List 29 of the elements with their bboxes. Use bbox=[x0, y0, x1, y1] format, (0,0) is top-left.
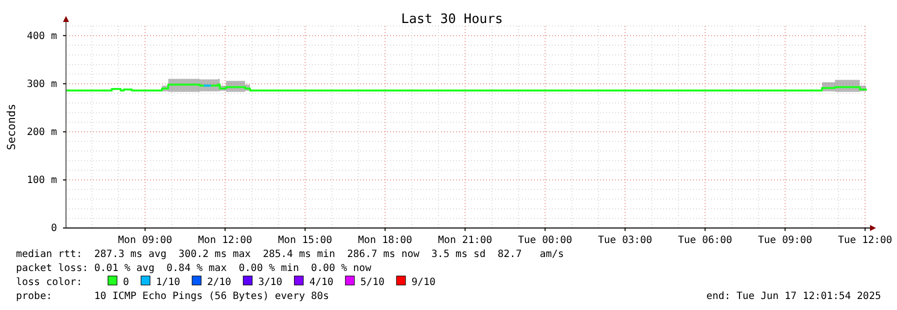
legend-title: loss color: bbox=[16, 277, 82, 288]
text: probe: 10 ICMP Echo Pings (56 Bytes) every 80s bbox=[16, 291, 330, 302]
legend-label: 5/10 bbox=[360, 277, 384, 288]
legend-label: 3/10 bbox=[258, 277, 282, 288]
legend-label: 4/10 bbox=[309, 277, 334, 288]
y-tick-label: 200 m bbox=[26, 127, 57, 138]
chart-title: Last 30 Hours bbox=[401, 12, 503, 27]
x-tick-label: Mon 09:00 bbox=[118, 235, 172, 246]
legend-label: 2/10 bbox=[207, 277, 232, 288]
text: packet loss: 0.01 % avg 0.84 % max 0.00 % min 0.00 % now bbox=[16, 263, 372, 274]
y-axis-title: Seconds bbox=[5, 104, 18, 150]
legend-label: 1/10 bbox=[156, 277, 180, 288]
y-tick-label: 300 m bbox=[26, 78, 57, 90]
legend-label: 0 bbox=[123, 277, 130, 288]
x-tick-label: Tue 09:00 bbox=[758, 235, 812, 246]
x-tick-label: Mon 21:00 bbox=[438, 235, 492, 246]
x-tick-label: Mon 12:00 bbox=[198, 235, 252, 246]
x-tick-label: Tue 03:00 bbox=[598, 235, 652, 246]
legend-label: 9/10 bbox=[412, 277, 436, 288]
x-tick-label: Tue 00:00 bbox=[518, 235, 572, 246]
x-tick-label: Tue 12:00 bbox=[838, 235, 892, 246]
x-tick-label: Mon 15:00 bbox=[278, 235, 332, 246]
y-tick-label: 400 m bbox=[26, 30, 57, 42]
y-tick-label: 100 m bbox=[26, 175, 57, 186]
y-tick-label: 0 bbox=[50, 223, 57, 234]
x-tick-label: Mon 18:00 bbox=[358, 235, 412, 246]
x-tick-label: Tue 06:00 bbox=[678, 235, 732, 246]
text: median rtt: 287.3 ms avg 300.2 ms max 285.4 ms min 286.7 ms now 3.5 ms sd 82.7 am/s bbox=[16, 249, 564, 260]
text: end: Tue Jun 17 12:01:54 2025 bbox=[706, 291, 881, 302]
